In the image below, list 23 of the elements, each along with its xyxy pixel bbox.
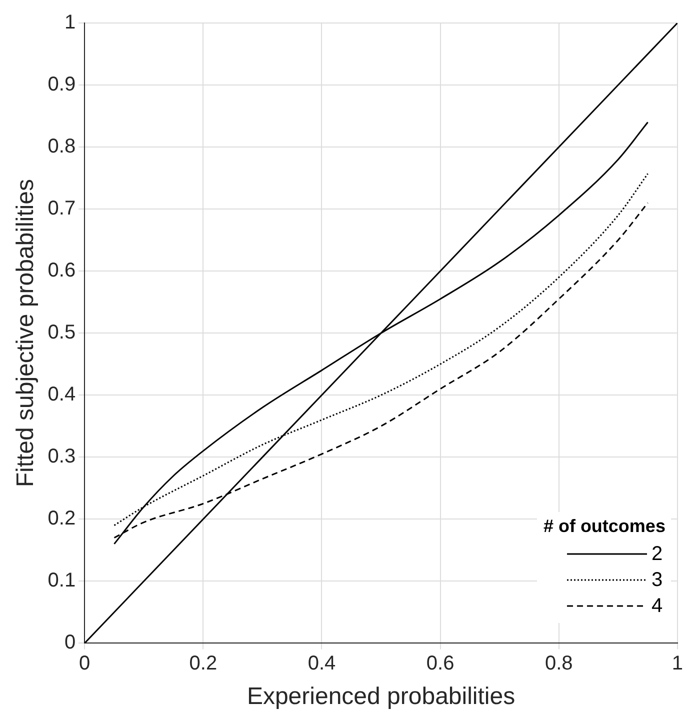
legend-label: 3: [651, 568, 664, 592]
legend-title: # of outcomes: [543, 516, 666, 538]
y-axis-title: Fitted subjective probabilities: [12, 179, 40, 488]
legend-label: 2: [651, 542, 664, 566]
x-tick-label: 1: [672, 652, 683, 675]
y-tick-label: 0.9: [48, 74, 76, 96]
x-tick-label: 0.2: [189, 652, 218, 675]
y-tick-label: 0.1: [48, 570, 76, 592]
legend-label: 4: [651, 594, 664, 618]
y-tick-label: 0: [64, 632, 76, 654]
y-tick-label: 0.4: [48, 384, 76, 406]
y-tick-label: 1: [64, 12, 76, 34]
y-tick-label: 0.8: [48, 136, 76, 158]
x-tick-label: 0.8: [544, 652, 573, 675]
x-tick-label: 0.6: [426, 652, 454, 675]
x-tick-label: 0.4: [308, 652, 336, 675]
x-tick-label: 0: [79, 652, 90, 675]
y-tick-label: 0.6: [48, 260, 76, 282]
y-tick-label: 0.3: [48, 446, 76, 468]
y-tick-label: 0.7: [48, 198, 76, 220]
y-tick-label: 0.5: [48, 322, 76, 344]
y-tick-label: 0.2: [48, 508, 76, 530]
x-axis-title: Experienced probabilities: [246, 683, 516, 710]
